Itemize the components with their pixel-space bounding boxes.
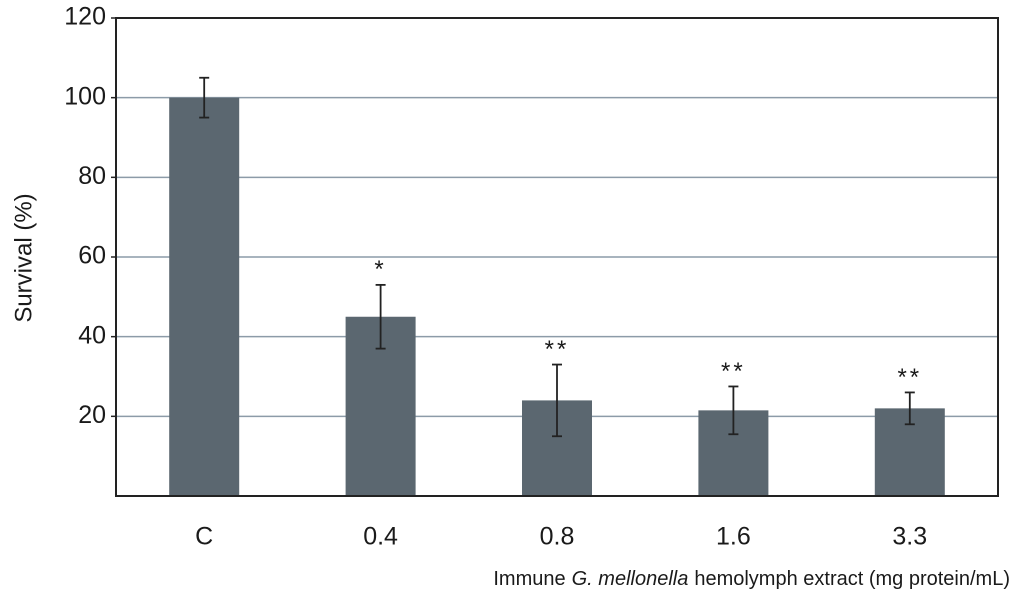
x-axis-label: Immune G. mellonella hemolymph extract (mg… — [493, 568, 1010, 590]
significance-label: ** — [897, 364, 922, 391]
x-label-part: hemolymph extract (mg protein/mL) — [694, 568, 1010, 590]
y-tick-label: 100 — [64, 82, 106, 110]
y-tick-label: 120 — [64, 3, 106, 31]
plot-frame — [115, 17, 999, 497]
y-tick-label: 20 — [78, 401, 106, 429]
x-tick-label: 3.3 — [892, 523, 927, 551]
x-tick-label: 0.4 — [363, 523, 398, 551]
significance-label: * — [374, 256, 386, 283]
x-tick-label: C — [195, 523, 213, 551]
significance-label: ** — [545, 336, 570, 363]
x-tick-label: 1.6 — [716, 523, 751, 551]
y-tick-label: 80 — [78, 162, 106, 190]
significance-label: ** — [721, 358, 746, 385]
x-label-part: G. mellonella — [572, 568, 689, 590]
bar — [169, 97, 240, 497]
y-tick-label: 40 — [78, 321, 106, 349]
x-label-part: Immune — [493, 568, 565, 590]
y-axis-label: Survival (%) — [10, 193, 37, 322]
x-tick-label: 0.8 — [540, 523, 575, 551]
y-tick-label: 60 — [78, 242, 106, 270]
